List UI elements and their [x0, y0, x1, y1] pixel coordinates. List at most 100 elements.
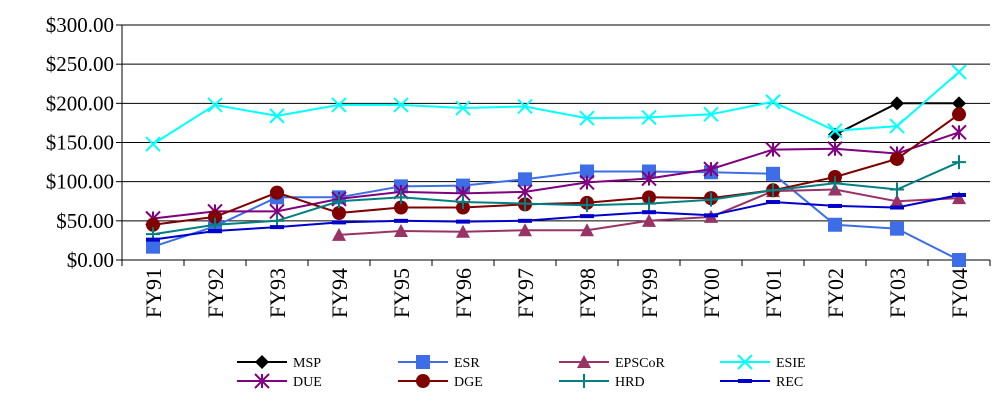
- y-tick-label: $200.00: [46, 91, 114, 115]
- data-point: [331, 97, 347, 113]
- data-point: [642, 213, 656, 227]
- data-point: [890, 151, 904, 166]
- legend-marker: [254, 373, 270, 389]
- data-point: [828, 217, 842, 232]
- data-point: [952, 155, 966, 170]
- legend-item-epscor: EPSCoR: [559, 355, 665, 371]
- data-point: [890, 221, 904, 236]
- series-line: [152, 131, 960, 220]
- data-point: [703, 161, 719, 177]
- x-tick-label: FY03: [885, 268, 910, 318]
- x-tick-label: FY99: [637, 268, 662, 318]
- data-point: [146, 239, 160, 254]
- x-tick-label: FY93: [265, 268, 290, 318]
- legend-marker: [416, 355, 430, 369]
- legend-item-due: DUE: [237, 373, 322, 390]
- data-point: [332, 194, 346, 209]
- x-tick-label: FY02: [823, 268, 848, 318]
- series-layer: [145, 64, 967, 267]
- data-point: [951, 64, 967, 80]
- series-line: [152, 194, 960, 241]
- legend-label: REC: [776, 375, 803, 390]
- axes: $0.00 $50.00 $100.00 $150.00 $200.00 $250.00 $…: [46, 13, 991, 318]
- data-point: [145, 136, 161, 152]
- legend-marker: [738, 379, 752, 383]
- series-line: [152, 170, 960, 261]
- data-point: [641, 170, 657, 187]
- data-point: [332, 220, 346, 225]
- data-point: [270, 225, 284, 230]
- data-point: [766, 200, 780, 205]
- data-point: [394, 224, 408, 238]
- x-tick-label: FY04: [947, 268, 972, 318]
- data-point: [704, 213, 718, 218]
- y-tick-label: $100.00: [46, 170, 114, 194]
- x-tick-label: FY94: [327, 268, 352, 318]
- series-dge: [146, 107, 966, 232]
- data-point: [828, 176, 842, 191]
- data-point: [332, 227, 346, 241]
- data-point: [828, 203, 842, 208]
- data-point: [394, 200, 408, 215]
- data-point: [766, 183, 780, 198]
- series-line: [152, 161, 960, 236]
- data-point: [518, 172, 532, 187]
- data-point: [952, 192, 966, 197]
- data-point: [827, 123, 843, 139]
- series-esie: [145, 64, 967, 152]
- data-point: [952, 107, 966, 122]
- y-tick-label: $150.00: [46, 131, 114, 155]
- data-point: [270, 185, 284, 200]
- legend-item-esr: ESR: [398, 355, 480, 371]
- data-point: [890, 96, 904, 111]
- data-point: [394, 190, 408, 205]
- data-point: [827, 141, 843, 157]
- data-point: [889, 118, 905, 134]
- data-point: [765, 141, 781, 158]
- y-tick-label: $0.00: [67, 248, 114, 272]
- data-point: [146, 237, 160, 242]
- data-point: [580, 198, 594, 213]
- legend-marker: [416, 374, 430, 388]
- data-point: [208, 209, 222, 224]
- y-tick-label: $50.00: [56, 209, 114, 233]
- data-point: [642, 196, 656, 211]
- legend-label: HRD: [615, 375, 645, 390]
- y-tick-label: $250.00: [46, 52, 114, 76]
- data-point: [207, 97, 223, 113]
- legend-label: DGE: [454, 375, 483, 390]
- legend-item-msp: MSP: [237, 355, 321, 371]
- legend: MSP ESR EPSCoR ESIE DUE DGE HRD REC: [237, 354, 806, 390]
- x-tick-label: FY97: [513, 268, 538, 318]
- legend-marker: [577, 374, 591, 388]
- x-tick-label: FY01: [761, 268, 786, 318]
- legend-label: DUE: [293, 375, 322, 390]
- legend-item-esie: ESIE: [720, 354, 806, 371]
- legend-marker: [577, 355, 591, 368]
- data-point: [518, 223, 532, 237]
- data-point: [703, 106, 719, 123]
- x-tick-label: FY98: [575, 268, 600, 318]
- data-point: [580, 223, 594, 237]
- x-tick-label: FY95: [389, 268, 414, 318]
- series-rec: [146, 192, 966, 242]
- data-point: [951, 124, 967, 141]
- data-point: [580, 214, 594, 219]
- data-point: [952, 96, 966, 111]
- data-point: [455, 100, 471, 116]
- legend-label: MSP: [293, 356, 321, 371]
- data-point: [890, 194, 904, 208]
- legend-label: ESIE: [776, 356, 806, 371]
- data-point: [579, 174, 595, 191]
- data-point: [208, 229, 222, 234]
- legend-label: ESR: [454, 356, 480, 371]
- data-point: [269, 108, 285, 124]
- y-tick-label: $300.00: [46, 13, 114, 37]
- x-tick-label: FY92: [203, 268, 228, 318]
- data-point: [641, 109, 657, 126]
- series-esr: [146, 164, 966, 267]
- data-point: [642, 210, 656, 215]
- data-point: [952, 253, 966, 267]
- data-point: [890, 182, 904, 197]
